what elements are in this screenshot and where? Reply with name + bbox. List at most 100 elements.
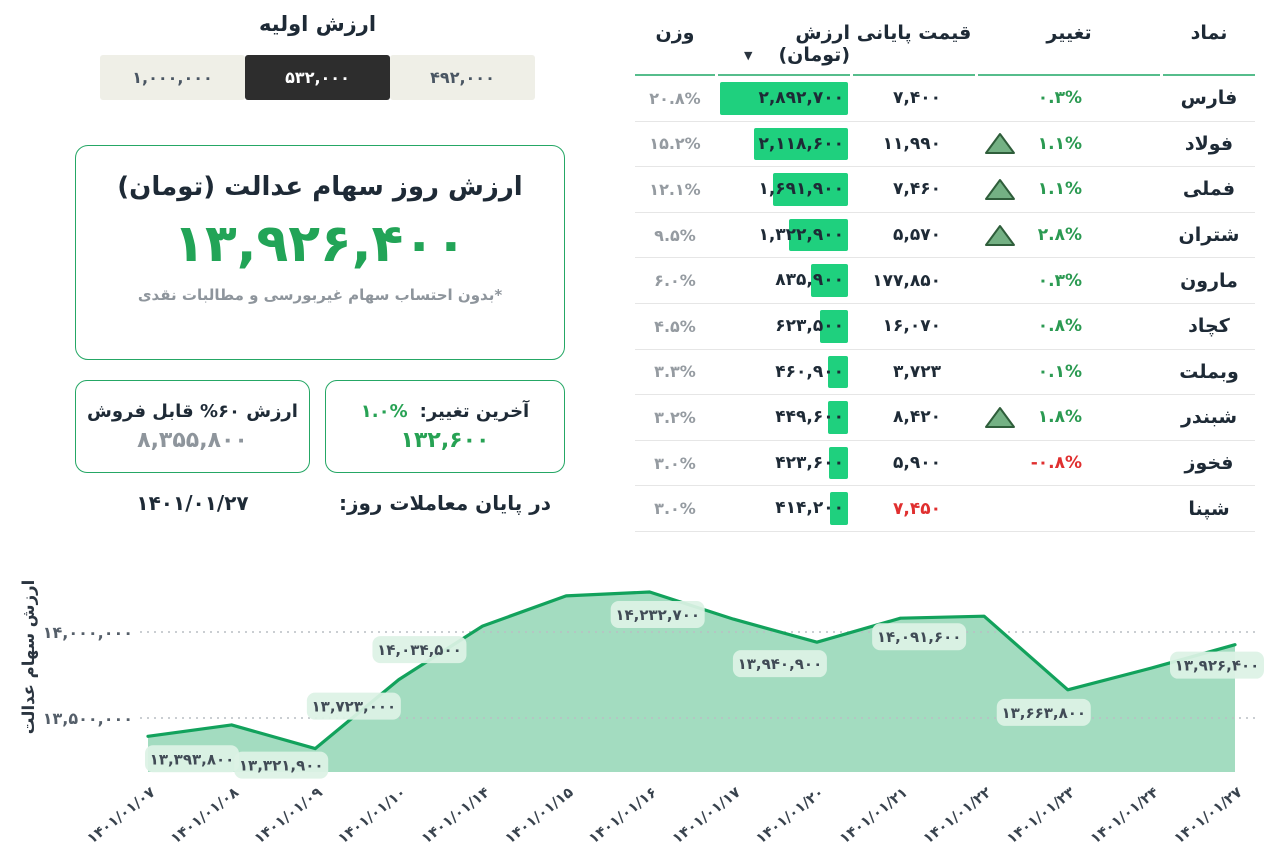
change-percent: ۰.۱% <box>1037 361 1082 382</box>
change-percent: ۱.۱% <box>1037 133 1082 154</box>
value-bar <box>789 218 848 252</box>
cell-symbol: شپنا <box>1188 497 1230 520</box>
cell-symbol: کچاد <box>1188 315 1230 338</box>
sellable-value-amount: ۸,۳۵۵,۸۰۰ <box>137 427 248 453</box>
cell-change: ۰.۳% <box>978 268 1160 294</box>
cell-value: ۱,۶۹۱,۹۰۰ <box>718 167 850 212</box>
cell-change: ۲.۸% <box>978 222 1160 248</box>
data-label-chip <box>145 745 239 773</box>
cell-value: ۱,۳۲۲,۹۰۰ <box>718 213 850 258</box>
sort-descending-icon[interactable]: ▼ <box>744 49 753 62</box>
value-bar <box>820 309 848 343</box>
cell-change: ۱.۸% <box>978 404 1160 430</box>
table-row: کچاد ۰.۸% ۱۶,۰۷۰ ۶۲۳,۵۰۰ ۴.۵% <box>635 304 1255 350</box>
cell-change: ۱.۱% <box>978 176 1160 202</box>
table-row: شبندر ۱.۸% ۸,۴۲۰ ۴۴۹,۶۰۰ ۳.۲% <box>635 395 1255 441</box>
value-bar <box>828 401 848 434</box>
change-percent: ۰.۳% <box>1037 88 1082 109</box>
column-header-symbol[interactable]: نماد <box>1163 10 1255 76</box>
current-value-title: ارزش روز سهام عدالت (تومان) <box>117 172 523 202</box>
cell-weight: ۳.۳% <box>654 362 696 382</box>
table-row: فخوز -۰.۸% ۵,۹۰۰ ۴۲۳,۶۰۰ ۳.۰% <box>635 441 1255 487</box>
sellable-value-label: ارزش ۶۰% قابل فروش <box>87 400 298 422</box>
value-number: ۶۲۳,۵۰۰ <box>775 315 844 336</box>
cell-weight: ۳.۰% <box>654 453 696 473</box>
value-bar <box>811 264 848 297</box>
cell-value: ۲,۸۹۲,۷۰۰ <box>718 76 850 121</box>
cell-close-price: ۸,۴۲۰ <box>893 407 941 428</box>
cell-value: ۴۲۳,۶۰۰ <box>718 441 850 486</box>
cell-weight: ۱۵.۲% <box>649 134 701 154</box>
sellable-value-box: ارزش ۶۰% قابل فروش ۸,۳۵۵,۸۰۰ <box>75 380 310 473</box>
change-percent: ۱.۱% <box>1037 179 1082 200</box>
change-percent: ۰.۸% <box>1037 316 1082 337</box>
last-change-label: آخرین تغییر: <box>419 400 530 422</box>
x-tick-label: ۱۴۰۱/۰۱/۲۷ <box>1171 784 1245 842</box>
value-number: ۴۴۹,۶۰۰ <box>775 407 844 428</box>
current-value-note: *بدون احتساب سهام غیربورسی و مطالبات نقد… <box>137 286 503 304</box>
cell-close-price: ۱۶,۰۷۰ <box>882 316 941 337</box>
data-label: ۱۴,۰۹۱,۶۰۰ <box>877 628 962 646</box>
cell-weight: ۱۲.۱% <box>649 179 701 199</box>
x-tick-label: ۱۴۰۱/۰۱/۱۶ <box>586 785 660 842</box>
cell-value: ۲,۱۱۸,۶۰۰ <box>718 122 850 167</box>
data-label: ۱۴,۰۳۴,۵۰۰ <box>377 641 462 659</box>
current-value-card: ارزش روز سهام عدالت (تومان) ۱۳,۹۲۶,۴۰۰ *… <box>75 145 565 360</box>
data-label-chip <box>372 636 467 664</box>
cell-close-price: ۱۱,۹۹۰ <box>882 133 941 154</box>
cell-weight: ۳.۰% <box>654 499 696 519</box>
cell-weight: ۹.۵% <box>654 225 696 245</box>
cell-value: ۸۳۵,۹۰۰ <box>718 258 850 303</box>
last-change-box: آخرین تغییر: ۱.۰% ۱۳۲,۶۰۰ <box>325 380 565 473</box>
cell-close-price: ۳,۷۲۳ <box>893 361 941 382</box>
cell-symbol: فارس <box>1180 87 1238 110</box>
table-row: فارس ۰.۳% ۷,۴۰۰ ۲,۸۹۲,۷۰۰ ۲۰.۸% <box>635 76 1255 122</box>
data-label: ۱۳,۳۹۳,۸۰۰ <box>150 750 235 768</box>
initial-value-option-2[interactable]: ۱,۰۰۰,۰۰۰ <box>100 55 245 100</box>
data-label-chip <box>732 650 827 678</box>
cell-weight: ۲۰.۸% <box>649 88 701 108</box>
x-tick-label: ۱۴۰۱/۰۱/۱۷ <box>670 784 744 842</box>
table-row: مارون ۰.۳% ۱۷۷,۸۵۰ ۸۳۵,۹۰۰ ۶.۰% <box>635 258 1255 304</box>
column-header-change[interactable]: تغییر <box>978 10 1160 76</box>
change-percent: ۰.۳% <box>1037 270 1082 291</box>
cell-symbol: وبملت <box>1179 360 1239 383</box>
initial-value-option-0[interactable]: ۴۹۲,۰۰۰ <box>390 55 535 100</box>
cell-symbol: فملی <box>1182 178 1236 201</box>
initial-value-option-1[interactable]: ۵۳۲,۰۰۰ <box>245 55 390 100</box>
end-of-day-caption: در پایان معاملات روز: <box>338 491 552 515</box>
holdings-table-header: نماد تغییر قیمت پایانی ارزش (تومان) ▼ وز… <box>635 10 1255 76</box>
column-header-weight[interactable]: وزن <box>635 10 715 76</box>
cell-close-price: ۱۷۷,۸۵۰ <box>872 270 941 291</box>
data-label-chip <box>872 623 967 651</box>
data-label-chip <box>1169 651 1264 679</box>
x-tick-label: ۱۴۰۱/۰۱/۱۴ <box>419 784 493 842</box>
cell-change <box>978 496 1160 522</box>
value-number: ۴۱۴,۲۰۰ <box>775 498 844 519</box>
column-header-close-price[interactable]: قیمت پایانی <box>853 10 975 76</box>
holdings-table: نماد تغییر قیمت پایانی ارزش (تومان) ▼ وز… <box>635 10 1255 532</box>
x-tick-label: ۱۴۰۱/۰۱/۲۱ <box>837 785 911 842</box>
table-row: فولاد ۱.۱% ۱۱,۹۹۰ ۲,۱۱۸,۶۰۰ ۱۵.۲% <box>635 122 1255 168</box>
table-row: شتران ۲.۸% ۵,۵۷۰ ۱,۳۲۲,۹۰۰ ۹.۵% <box>635 213 1255 259</box>
change-percent: ۲.۸% <box>1037 225 1082 246</box>
value-bar <box>754 127 848 161</box>
cell-change: ۰.۳% <box>978 85 1160 111</box>
cell-weight: ۳.۲% <box>654 407 696 427</box>
value-bar <box>828 355 848 389</box>
cell-symbol: فخوز <box>1184 452 1234 475</box>
value-number: ۲,۸۹۲,۷۰۰ <box>758 88 844 108</box>
cell-weight: ۶.۰% <box>654 271 696 291</box>
cell-value: ۴۱۴,۲۰۰ <box>718 486 850 531</box>
x-tick-label: ۱۴۰۱/۰۱/۲۴ <box>1088 784 1162 842</box>
y-tick-label: ۱۳,۵۰۰,۰۰۰ <box>43 709 133 728</box>
value-number: ۲,۱۱۸,۶۰۰ <box>758 133 844 154</box>
holdings-table-body: فارس ۰.۳% ۷,۴۰۰ ۲,۸۹۲,۷۰۰ ۲۰.۸% فولاد ۱.۱% ۱۱,۹… <box>635 76 1255 532</box>
data-label: ۱۴,۲۳۲,۷۰۰ <box>615 606 700 624</box>
column-header-value[interactable]: ارزش (تومان) ▼ <box>718 10 850 76</box>
value-bar <box>829 446 848 480</box>
date-caption: ۱۴۰۱/۰۱/۲۷ <box>136 491 249 515</box>
cell-value: ۴۴۹,۶۰۰ <box>718 395 850 440</box>
data-label: ۱۳,۳۲۱,۹۰۰ <box>239 757 324 775</box>
